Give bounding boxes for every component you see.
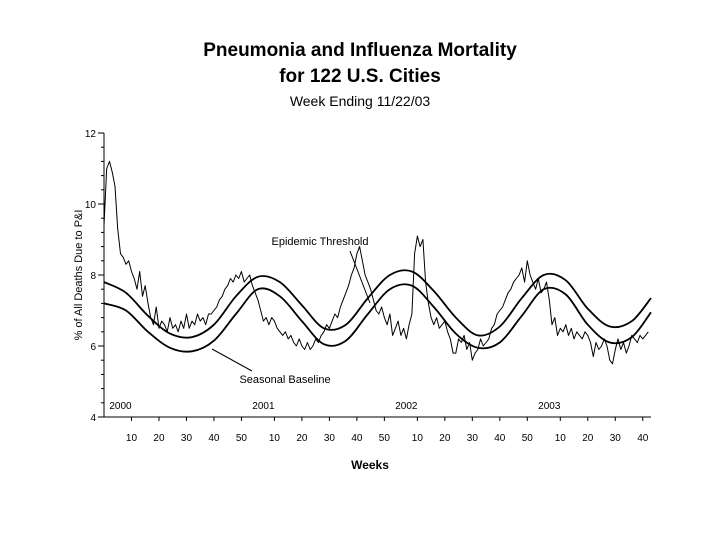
year-label: 2000 (109, 401, 132, 412)
seasonal-baseline-leader (211, 348, 253, 372)
x-tick-label: 20 (296, 433, 308, 444)
y-tick-label: 8 (90, 271, 96, 282)
x-tick-label: 40 (208, 433, 220, 444)
x-tick-label: 10 (412, 433, 424, 444)
epidemic-threshold-line (103, 269, 652, 339)
x-tick-label: 30 (324, 433, 336, 444)
x-tick-label: 40 (351, 433, 363, 444)
observed-pi-series-line (103, 160, 649, 365)
chart-subtitle: Week Ending 11/22/03 (289, 93, 431, 109)
year-label: 2002 (395, 401, 418, 412)
x-tick-label: 40 (637, 433, 649, 444)
epidemic-threshold-leader (349, 250, 371, 304)
x-tick-label: 20 (582, 433, 594, 444)
y-tick-label: 6 (90, 342, 96, 353)
chart-title-line2: for 122 U.S. Cities (279, 66, 441, 87)
x-tick-label: 40 (494, 433, 506, 444)
y-axis-label: % of All Deaths Due to P&I (73, 210, 85, 341)
chart-axes (103, 133, 651, 418)
x-tick-label: 30 (181, 433, 193, 444)
x-tick-label: 50 (236, 433, 248, 444)
x-tick-label: 10 (555, 433, 567, 444)
chart-annotations: Epidemic Threshold Seasonal Baseline (211, 236, 371, 386)
seasonal-baseline-annotation: Seasonal Baseline (239, 374, 330, 386)
x-tick-label: 20 (153, 433, 165, 444)
x-tick-label: 30 (467, 433, 479, 444)
epidemic-threshold-annotation: Epidemic Threshold (271, 236, 368, 248)
y-tick-label: 10 (85, 200, 97, 211)
x-tick-label: 20 (439, 433, 451, 444)
year-label: 2003 (538, 401, 561, 412)
y-tick-label: 12 (85, 129, 97, 140)
axis-ticks: 4 6 8 10 12 10 20 30 40 50 10 20 30 40 50 10 20 30 40 50 10 2… (85, 129, 649, 444)
chart-series (103, 160, 652, 365)
year-label: 2001 (252, 401, 275, 412)
x-tick-label: 10 (269, 433, 281, 444)
y-tick-label: 4 (90, 413, 96, 424)
chart-title-line1: Pneumonia and Influenza Mortality (203, 40, 517, 61)
x-axis-label: Weeks (351, 458, 389, 472)
x-tick-label: 50 (379, 433, 391, 444)
x-tick-label: 50 (522, 433, 534, 444)
x-tick-label: 30 (610, 433, 622, 444)
x-tick-label: 10 (126, 433, 138, 444)
seasonal-baseline-line (103, 283, 652, 353)
